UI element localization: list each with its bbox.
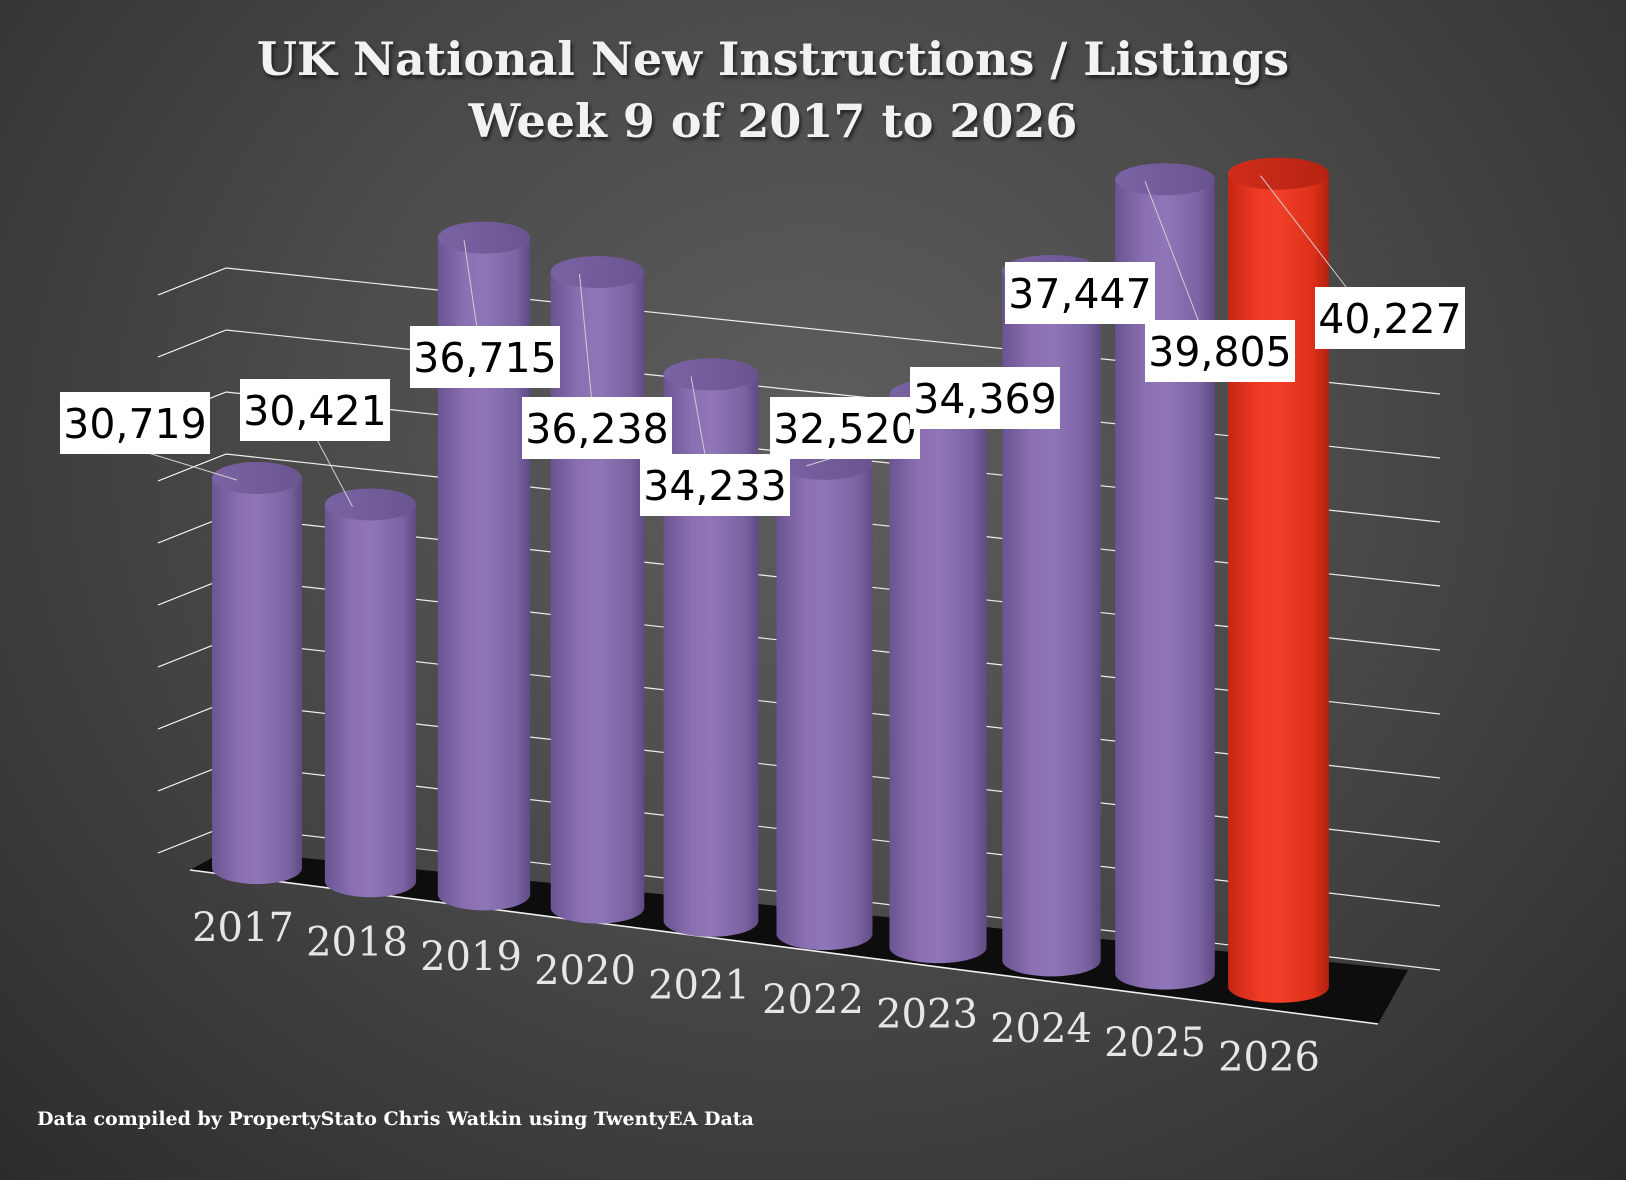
chart-title: UK National New Instructions / Listings bbox=[256, 32, 1290, 86]
data-label-box bbox=[1315, 287, 1465, 349]
bar-body bbox=[550, 272, 645, 924]
bar-top bbox=[550, 256, 645, 289]
data-label-text: 30,719 bbox=[63, 400, 206, 448]
bar-body bbox=[212, 478, 302, 884]
data-label-text: 39,805 bbox=[1148, 328, 1291, 376]
data-label-text: 34,233 bbox=[643, 462, 786, 510]
data-label: 39,805 bbox=[1145, 320, 1295, 382]
category-label: 2020 bbox=[534, 948, 636, 994]
data-label: 40,227 bbox=[1315, 287, 1465, 349]
category-label: 2021 bbox=[648, 963, 750, 1009]
category-label: 2018 bbox=[306, 919, 408, 965]
grid-line-left bbox=[157, 453, 227, 482]
data-label-box bbox=[240, 379, 390, 441]
leader-line bbox=[134, 448, 238, 481]
bar-body bbox=[324, 504, 417, 898]
bar-top bbox=[663, 358, 759, 391]
bar-2023 bbox=[889, 378, 987, 964]
data-label: 34,233 bbox=[640, 454, 790, 516]
data-label-text: 32,520 bbox=[773, 405, 916, 453]
bar-2020 bbox=[550, 256, 645, 924]
bar-2022 bbox=[776, 447, 873, 950]
data-label-text: 36,238 bbox=[525, 405, 668, 453]
bar-top bbox=[212, 462, 302, 495]
data-label-box bbox=[1145, 320, 1295, 382]
data-label-text: 36,715 bbox=[413, 334, 556, 382]
bar-top bbox=[1228, 157, 1329, 190]
data-label-box bbox=[60, 392, 210, 454]
category-label: 2024 bbox=[990, 1006, 1092, 1052]
category-label: 2025 bbox=[1104, 1020, 1206, 1066]
category-label: 2022 bbox=[762, 977, 864, 1023]
data-label-box bbox=[410, 326, 560, 388]
bar-body bbox=[1228, 173, 1329, 1003]
data-label-box bbox=[522, 397, 672, 459]
bar-top bbox=[437, 221, 531, 254]
data-label-box bbox=[910, 367, 1060, 429]
data-label: 30,421 bbox=[240, 379, 390, 441]
grid-line-left bbox=[157, 329, 227, 358]
data-label: 36,715 bbox=[410, 326, 560, 388]
data-label-text: 37,447 bbox=[1008, 270, 1151, 318]
bar-2019 bbox=[437, 221, 531, 911]
category-label: 2023 bbox=[876, 991, 978, 1037]
data-labels: 30,719 30,421 36,715 36,238 34,233 32,52034,3… bbox=[60, 175, 1465, 516]
bar-body bbox=[776, 463, 873, 950]
bar-2024 bbox=[1002, 255, 1101, 977]
leader-line bbox=[314, 435, 353, 507]
bar-top bbox=[1115, 163, 1215, 196]
bar-2017 bbox=[212, 462, 302, 884]
data-label: 30,719 bbox=[60, 392, 210, 454]
chart-subtitle: Week 9 of 2017 to 2026 bbox=[468, 94, 1078, 148]
bar-body bbox=[1002, 271, 1101, 977]
data-label: 37,447 bbox=[1005, 262, 1155, 324]
bar-2018 bbox=[324, 488, 417, 898]
data-label-text: 30,421 bbox=[243, 387, 386, 435]
data-label-box bbox=[770, 397, 920, 459]
bar-top bbox=[324, 488, 417, 521]
bar-2026 bbox=[1228, 157, 1329, 1003]
data-label: 34,369 bbox=[910, 367, 1060, 429]
category-labels: 2017 2018 2019 2020 2021 2022 2023 2024 2025 2026 bbox=[192, 905, 1320, 1081]
bar-body bbox=[437, 237, 531, 911]
bar-2021 bbox=[663, 358, 759, 937]
category-label: 2017 bbox=[192, 905, 294, 951]
data-label: 36,238 bbox=[522, 397, 672, 459]
data-label: 32,520 bbox=[770, 397, 920, 459]
source-note: Data compiled by PropertyStato Chris Wat… bbox=[37, 1108, 754, 1130]
data-label-box bbox=[640, 454, 790, 516]
data-label-box bbox=[1005, 262, 1155, 324]
data-label-text: 40,227 bbox=[1318, 295, 1461, 343]
grid-line-left bbox=[157, 267, 227, 296]
bar-body bbox=[889, 394, 987, 964]
category-label: 2026 bbox=[1218, 1035, 1320, 1081]
category-label: 2019 bbox=[420, 934, 522, 980]
data-label-text: 34,369 bbox=[913, 375, 1056, 423]
chart-title-block: UK National New Instructions / Listings … bbox=[0, 28, 1546, 152]
